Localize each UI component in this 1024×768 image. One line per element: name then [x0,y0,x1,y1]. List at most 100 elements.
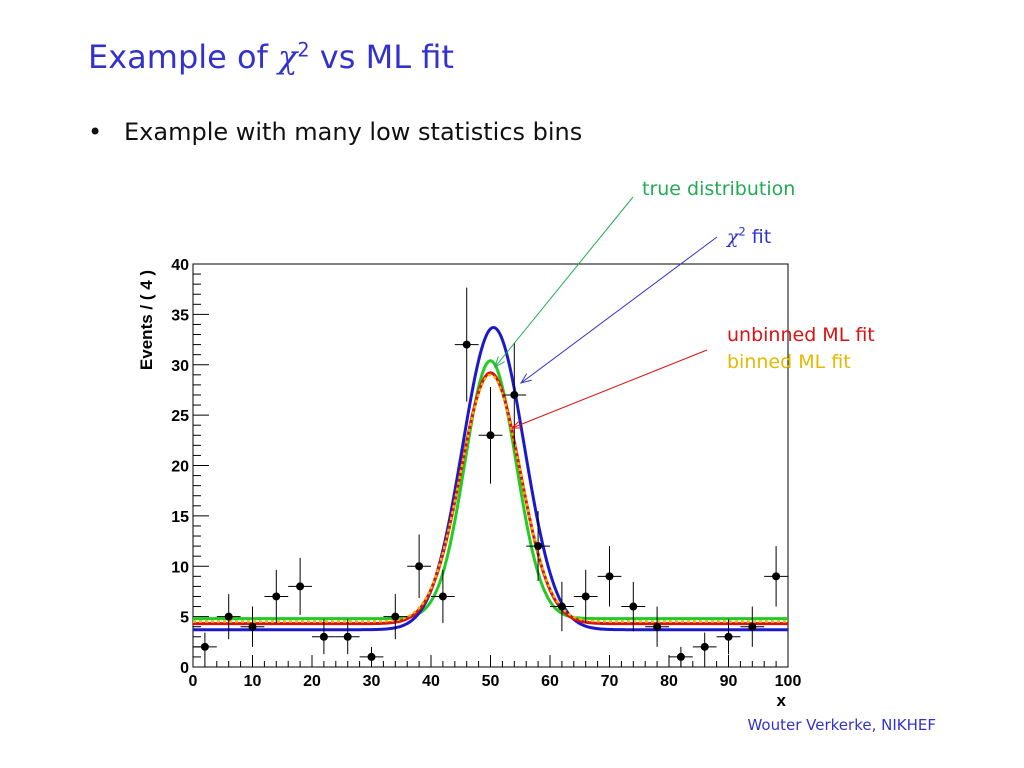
data-point [335,619,360,655]
x-tick-label: 0 [189,673,198,690]
arrow-head [510,420,524,429]
data-point [193,632,217,662]
data-marker [391,612,400,621]
data-point [383,594,408,640]
curve-true-distribution [192,359,789,621]
data-point [764,546,788,607]
data-marker [653,622,662,631]
data-point [573,569,598,624]
title-chi-symbol: χ [278,38,298,76]
y-axis-label: Events / ( 4 ) [137,270,156,370]
x-tick-label: 100 [775,673,802,690]
data-marker [438,592,447,601]
y-tick-label: 5 [180,610,189,627]
data-marker [581,592,590,601]
data-marker [605,572,614,581]
y-tick-label: 10 [171,559,189,576]
data-point [692,632,717,662]
data-point [431,569,455,624]
data-marker [748,622,757,631]
y-tick-label: 20 [171,459,189,476]
y-tick-label: 35 [171,307,189,324]
x-tick-label: 60 [541,673,559,690]
x-tick-label: 40 [422,673,440,690]
data-marker [224,612,233,621]
title-superscript: 2 [297,38,310,62]
arrow-head [494,356,505,369]
title-suffix: vs ML fit [309,38,454,76]
data-marker [486,431,495,440]
data-point [502,342,527,448]
data-point [621,581,646,632]
annotation-true-distribution: true distribution [642,178,796,200]
data-point [669,646,693,667]
data-marker [296,582,305,591]
data-marker [462,340,471,349]
footer-author: Wouter Verkerke, NIKHEF [747,716,936,734]
data-marker [629,602,638,611]
y-tick-label: 25 [171,408,189,425]
data-marker [700,642,709,651]
x-tick-label: 50 [482,673,500,690]
arrow-unbinned-ml-fit [510,349,708,429]
data-marker [343,632,352,641]
x-tick-label: 20 [303,673,321,690]
curve-chi2-fit [192,325,789,632]
data-point [454,287,479,402]
data-point [716,619,741,655]
data-marker [272,592,281,601]
x-tick-label: 90 [720,673,738,690]
arrow-shaft [520,236,718,384]
data-point [407,534,431,599]
data-marker [724,632,733,641]
data-marker [415,562,424,571]
data-marker [367,652,376,661]
annotation-chi-symbol: χ [727,226,739,248]
x-tick-label: 30 [363,673,381,690]
data-point [597,546,622,607]
curve-unbinned-ml [192,371,789,626]
arrow-head [519,373,532,384]
annotation-chi-superscript: 2 [738,224,746,239]
data-marker [557,602,566,611]
slide-title: Example of χ2 vs ML fit [88,38,454,76]
data-point [288,557,312,615]
y-tick-label: 40 [171,257,189,274]
bullet-text: Example with many low statistics bins [124,118,583,146]
annotation-chi-fit-suffix: fit [745,226,772,248]
data-marker [676,652,685,661]
x-tick-label: 70 [601,673,619,690]
annotation-unbinned-ml-fit: unbinned ML fit [727,324,875,346]
data-point [264,569,289,624]
x-tick-label: 80 [660,673,678,690]
data-marker [534,542,543,551]
data-point [740,606,765,647]
data-marker [319,632,328,641]
arrow-chi2-fit [519,236,718,384]
y-tick-label: 30 [171,358,189,375]
y-tick-label: 0 [180,660,189,677]
curve-binned-ml [193,373,788,623]
arrow-true-distribution [494,196,634,369]
annotation-binned-ml-fit: binned ML fit [727,351,851,373]
data-point [240,606,265,647]
data-point [359,646,384,667]
data-marker [200,642,209,651]
x-tick-label: 10 [244,673,262,690]
arrow-shaft [494,196,634,368]
bullet-icon: • [88,118,103,146]
data-point [645,606,669,647]
annotation-chi2-fit: χ2 fit [727,226,771,248]
data-point [478,386,503,484]
data-marker [248,622,257,631]
title-prefix: Example of [88,38,279,76]
bullet-item: • Example with many low statistics bins [88,118,582,146]
data-point [550,581,574,632]
y-tick-label: 15 [171,509,189,526]
data-point [526,511,550,582]
arrow-shaft [511,349,708,429]
data-point [312,619,336,655]
data-marker [772,572,781,581]
data-point [216,594,241,640]
